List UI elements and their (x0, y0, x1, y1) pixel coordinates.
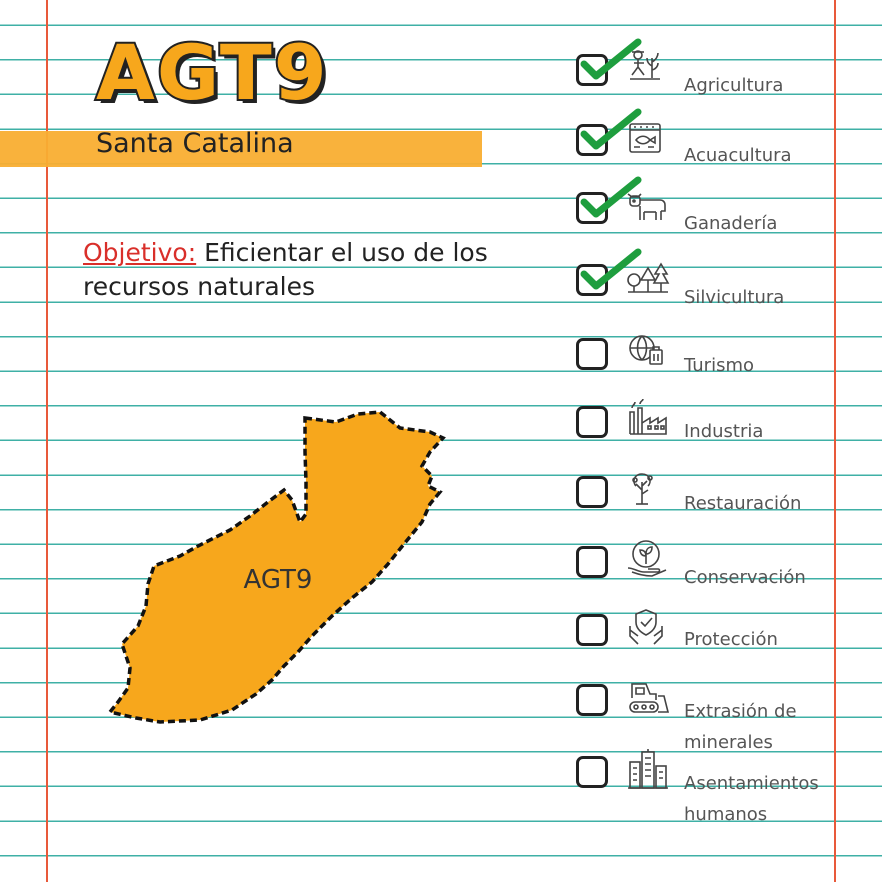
checklist-label: Turismo (684, 355, 754, 376)
check-icon (580, 38, 642, 80)
farmer-icon (630, 50, 660, 80)
checklist-label: Agricultura (684, 75, 784, 96)
checklist-label: Acuacultura (684, 145, 792, 166)
checklist-label: Industria (684, 421, 764, 442)
objective-label: Objetivo: (83, 238, 197, 267)
checklist-item-extrasion[interactable]: Extrasión de minerales (574, 672, 874, 753)
checklist-label: Silvicultura (684, 287, 785, 308)
checklist-label-line1: Extrasión de (684, 701, 797, 722)
tree-restoration-icon (632, 473, 653, 505)
city-icon (628, 749, 668, 789)
region-map: AGT9 (106, 410, 446, 724)
checklist-label-line2: minerales (684, 732, 773, 753)
checklist-item-ganaderia[interactable]: Ganadería (574, 176, 874, 240)
objective-description: Eficientar el uso de los recursos natura… (83, 238, 488, 301)
check-icon (580, 248, 642, 290)
check-icon (580, 176, 642, 218)
page-subtitle: Santa Catalina (96, 128, 294, 159)
subtitle-banner (0, 131, 482, 167)
check-icon (580, 108, 642, 150)
globe-luggage-icon (629, 335, 663, 365)
right-margin-line (834, 0, 836, 882)
checklist-label: Restauración (684, 493, 802, 514)
region-shape (106, 410, 446, 724)
left-margin-line (46, 0, 48, 882)
checklist-item-acuacultura[interactable]: Acuacultura (574, 108, 874, 172)
checklist-label: Conservación (684, 567, 806, 588)
shield-hands-icon (629, 609, 663, 645)
checklist-label: Protección (684, 629, 778, 650)
checkbox[interactable] (576, 406, 608, 438)
trees-icon (627, 262, 670, 293)
checkbox[interactable] (576, 614, 608, 646)
checkbox[interactable] (576, 756, 608, 788)
checklist-item-proteccion[interactable]: Protección (574, 602, 874, 662)
page-title: AGT9 (94, 28, 329, 118)
checklist-item-asentamientos[interactable]: Asentamientos humanos (574, 744, 874, 825)
fish-tank-icon (629, 123, 661, 153)
cow-icon (627, 193, 666, 220)
checkbox[interactable] (576, 338, 608, 370)
checklist-label-line1: Asentamientos (684, 773, 819, 794)
checklist-item-conservacion[interactable]: Conservación (574, 534, 874, 594)
checklist-label: Ganadería (684, 213, 778, 234)
checkbox[interactable] (576, 546, 608, 578)
objective-text: Objetivo: Eficientar el uso de los recur… (83, 236, 503, 304)
factory-icon (629, 398, 667, 435)
checkbox[interactable] (576, 684, 608, 716)
checklist-label-line2: humanos (684, 804, 768, 825)
checklist-item-restauracion[interactable]: Restauración (574, 464, 874, 524)
hand-plant-icon (627, 540, 667, 577)
region-label: AGT9 (244, 565, 313, 595)
checkbox[interactable] (576, 476, 608, 508)
checklist-item-turismo[interactable]: Turismo (574, 326, 874, 386)
checklist-item-industria[interactable]: Industria (574, 394, 874, 454)
bulldozer-icon (629, 683, 670, 713)
checklist-item-silvicultura[interactable]: Silvicultura (574, 248, 874, 312)
checklist-item-agricultura[interactable]: Agricultura (574, 38, 874, 102)
